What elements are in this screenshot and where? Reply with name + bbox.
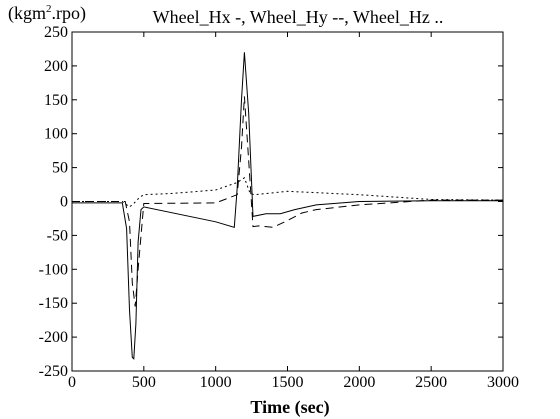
- x-tick-label: 0: [68, 374, 76, 391]
- x-tick-label: 1500: [272, 374, 304, 391]
- x-tick-label: 1000: [200, 374, 232, 391]
- y-tick-label: -100: [39, 261, 68, 278]
- y-tick-label: -150: [39, 295, 68, 312]
- x-tick-label: 2500: [415, 374, 447, 391]
- y-tick-label: 0: [60, 194, 68, 211]
- y-axis-label: (kgm2.rpo): [8, 3, 86, 24]
- x-tick-label: 3000: [487, 374, 519, 391]
- series-line-wheel-hy: [72, 96, 503, 307]
- y-tick-label: 250: [44, 24, 68, 41]
- y-tick-label: -250: [39, 363, 68, 380]
- x-tick-label: 2000: [343, 374, 375, 391]
- series-line-wheel-hz: [72, 177, 504, 208]
- y-tick-label: -50: [47, 227, 68, 244]
- y-tick-label: 150: [44, 92, 68, 109]
- x-axis-label: Time (sec): [250, 397, 329, 418]
- y-tick-label: 50: [52, 160, 68, 177]
- x-tick-label: 500: [132, 374, 156, 391]
- plot-frame: [71, 31, 504, 372]
- series-lines: [72, 52, 504, 360]
- y-tick-label: 100: [44, 126, 68, 143]
- y-tick-label: 200: [44, 58, 68, 75]
- series-line-wheel-hx: [72, 52, 503, 360]
- axes: [71, 31, 504, 372]
- ticks: 0 500 1000 1500 2000 2500 3000250200150100500-…: [39, 24, 519, 391]
- y-tick-label: -200: [39, 329, 68, 346]
- chart-title: Wheel_Hx -, Wheel_Hy --, Wheel_Hz ..: [153, 7, 444, 27]
